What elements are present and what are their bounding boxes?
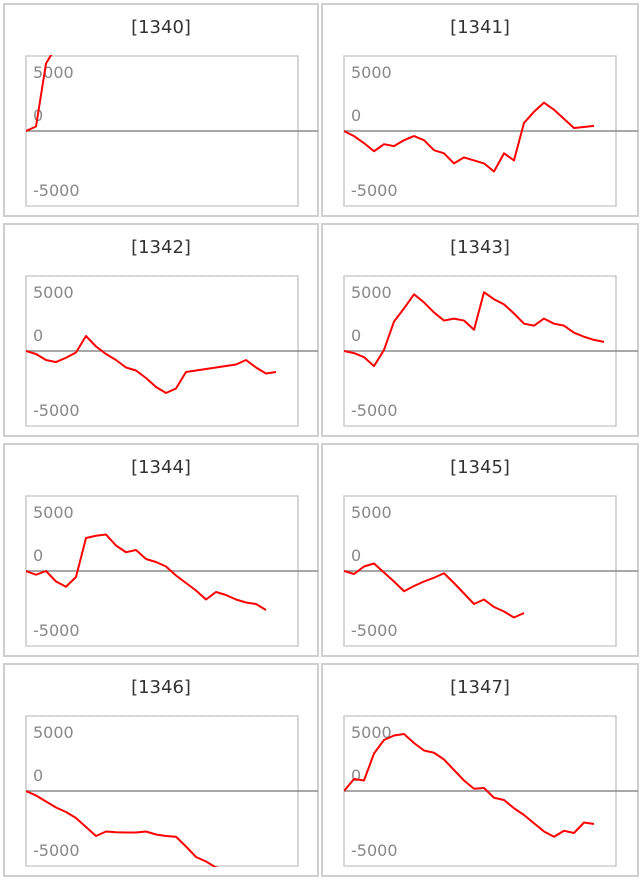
y-tick-label: 0	[33, 546, 43, 565]
y-tick-label: 0	[351, 766, 361, 785]
chart-title: [1343]	[450, 237, 510, 258]
y-tick-label: -5000	[33, 841, 80, 860]
data-line	[344, 101, 595, 173]
chart-title: [1345]	[450, 457, 510, 478]
data-line	[344, 562, 525, 619]
chart-title: [1347]	[450, 677, 510, 698]
chart-panel: [1345] -5000 0 5000	[321, 443, 639, 657]
y-tick-label: -5000	[351, 181, 398, 200]
y-tick-label: -5000	[33, 401, 80, 420]
y-tick-label: -5000	[351, 401, 398, 420]
chart-panel: [1346] -5000 0 5000	[3, 663, 319, 877]
y-tick-label: 5000	[33, 503, 74, 522]
chart-panel: [1347] -5000 0 5000	[321, 663, 639, 877]
y-tick-label: -5000	[33, 181, 80, 200]
chart-panel: [1341] -5000 0 5000	[321, 3, 639, 217]
chart-panel: [1344] -5000 0 5000	[3, 443, 319, 657]
y-tick-label: 5000	[351, 503, 392, 522]
chart-title: [1346]	[131, 677, 191, 698]
chart-panel: [1342] -5000 0 5000	[3, 223, 319, 437]
data-line	[344, 733, 595, 838]
y-tick-label: -5000	[351, 841, 398, 860]
y-tick-label: 5000	[351, 723, 392, 742]
y-tick-label: 0	[351, 546, 361, 565]
chart-title: [1342]	[131, 237, 191, 258]
y-tick-label: -5000	[351, 621, 398, 640]
chart-title: [1340]	[131, 17, 191, 38]
y-tick-label: 0	[33, 326, 43, 345]
y-tick-label: 5000	[33, 723, 74, 742]
y-tick-label: 0	[351, 106, 361, 125]
chart-title: [1341]	[450, 17, 510, 38]
y-tick-label: 5000	[351, 283, 392, 302]
chart-panel: [1343] -5000 0 5000	[321, 223, 639, 437]
data-line	[26, 790, 220, 867]
data-line	[26, 533, 267, 611]
y-tick-label: 5000	[33, 63, 74, 82]
y-tick-label: 0	[351, 326, 361, 345]
data-line	[26, 335, 277, 394]
chart-title: [1344]	[131, 457, 191, 478]
y-tick-label: 5000	[33, 283, 74, 302]
data-line	[344, 291, 605, 368]
y-tick-label: -5000	[33, 621, 80, 640]
y-tick-label: 5000	[351, 63, 392, 82]
y-tick-label: 0	[33, 766, 43, 785]
